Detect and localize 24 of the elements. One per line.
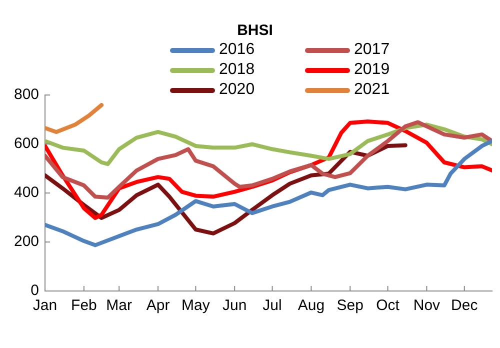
y-tick-label: 600	[14, 135, 40, 152]
x-tick-label: Jan	[32, 297, 58, 314]
x-tick-label: Feb	[71, 297, 97, 314]
y-tick-label: 200	[14, 233, 40, 250]
x-tick-label: Dec	[451, 297, 478, 314]
y-tick-label: 0	[30, 282, 40, 300]
x-tick-label: Oct	[376, 297, 400, 314]
x-tick-label: May	[182, 297, 210, 314]
legend-label: 2016	[219, 41, 255, 59]
x-tick-label: Nov	[413, 297, 441, 314]
x-tick-label: Jun	[222, 297, 247, 314]
chart-title: BHSI	[236, 22, 274, 39]
y-tick-label: 800	[14, 86, 40, 104]
legend-label: 2017	[354, 41, 390, 59]
legend-label: 2019	[354, 61, 390, 79]
x-tick-label: Apr	[146, 297, 170, 314]
legend-label: 2018	[219, 61, 255, 79]
y-tick-label: 400	[14, 184, 40, 202]
x-tick-label: Jul	[262, 297, 282, 314]
x-tick-label: Mar	[106, 297, 132, 314]
x-tick-label: Sep	[336, 297, 364, 314]
legend-label: 2021	[354, 81, 390, 99]
legend-label: 2020	[219, 81, 255, 99]
x-tick-label: Aug	[298, 297, 325, 314]
